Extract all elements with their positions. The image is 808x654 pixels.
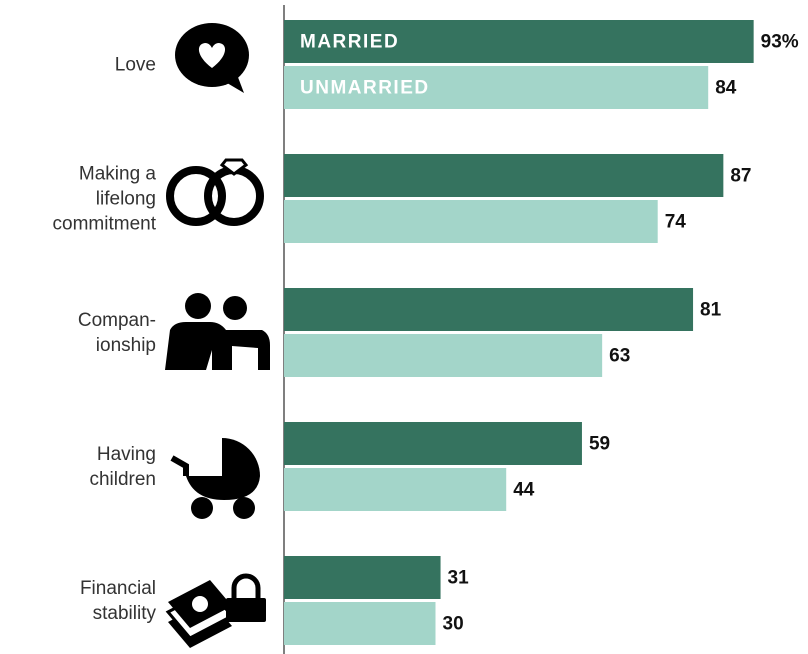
bar bbox=[284, 154, 724, 197]
value-label: 81 bbox=[700, 300, 722, 321]
bar bbox=[284, 66, 709, 109]
icon-rings bbox=[166, 158, 264, 226]
category-label: Making a lifelong commitment bbox=[52, 163, 156, 234]
bar bbox=[284, 200, 658, 243]
value-label: 87 bbox=[730, 166, 751, 187]
category-label: Compan- ionship bbox=[77, 309, 156, 356]
bar bbox=[284, 468, 507, 511]
value-label: 30 bbox=[443, 614, 464, 635]
bar bbox=[284, 334, 603, 377]
icon-money bbox=[165, 573, 266, 648]
legend-label: UNMARRIED bbox=[300, 78, 430, 99]
bar bbox=[284, 422, 582, 465]
category-label: Love bbox=[114, 54, 156, 75]
legend-label: MARRIED bbox=[300, 32, 399, 53]
bar bbox=[284, 602, 436, 645]
icon-stroller bbox=[170, 438, 260, 519]
icon-love bbox=[175, 23, 249, 93]
bar bbox=[284, 20, 754, 63]
bar bbox=[284, 288, 694, 331]
value-label: 93% bbox=[761, 32, 799, 53]
bar bbox=[284, 556, 441, 599]
value-label: 84 bbox=[715, 78, 737, 99]
category-label: Financial stability bbox=[79, 577, 156, 624]
value-label: 31 bbox=[448, 568, 470, 589]
icons bbox=[165, 23, 270, 648]
category-label: Having children bbox=[89, 443, 156, 490]
value-label: 74 bbox=[665, 212, 687, 233]
value-label: 63 bbox=[609, 346, 630, 367]
icon-people bbox=[165, 293, 270, 370]
value-label: 44 bbox=[513, 480, 535, 501]
value-label: 59 bbox=[589, 434, 610, 455]
